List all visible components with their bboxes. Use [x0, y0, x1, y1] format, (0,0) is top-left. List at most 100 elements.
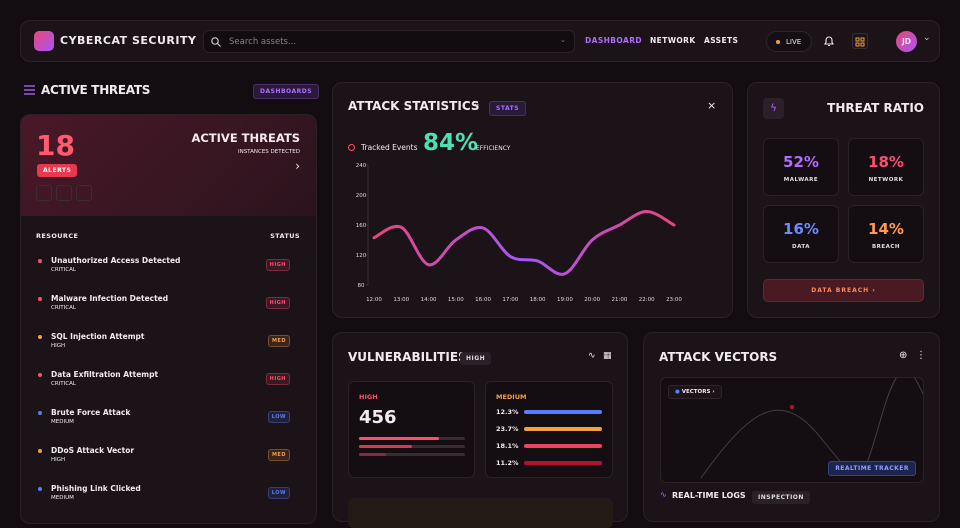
threat-severity: CRITICAL: [51, 381, 76, 387]
high-label: HIGH: [359, 393, 378, 401]
legend-label: VECTORS: [681, 389, 711, 395]
x-tick-label: 13:00: [393, 297, 409, 303]
threat-severity: CRITICAL: [51, 267, 76, 273]
ratio-tile: 14% BREACH: [848, 205, 924, 263]
threat-card-arrow[interactable]: ›: [295, 159, 300, 173]
panel-title: THREAT RATIO: [827, 101, 924, 115]
status-badge: HIGH: [265, 259, 290, 271]
nav-link[interactable]: NETWORK: [650, 36, 696, 45]
severity-dot: [38, 259, 42, 263]
threat-card-title: ACTIVE THREATS: [191, 131, 300, 145]
table-header: STATUS: [270, 232, 300, 240]
x-tick-label: 18:00: [530, 297, 546, 303]
menu-icon[interactable]: [24, 85, 35, 95]
vector-legend[interactable]: ● VECTORS ›: [668, 385, 722, 399]
nav-link[interactable]: DASHBOARD: [585, 36, 643, 45]
button-label: DATA BREACH: [811, 287, 870, 294]
bar-fill: [359, 453, 386, 456]
x-tick-label: 23:00: [666, 297, 682, 303]
ratio-value: 14%: [868, 220, 904, 238]
live-pill[interactable]: LIVE: [766, 31, 812, 52]
tracker-badge: REALTIME TRACKER: [828, 461, 916, 476]
severity-dot: [38, 411, 42, 415]
threat-name: Brute Force Attack: [51, 408, 131, 417]
y-tick-label: 160: [356, 223, 367, 229]
threat-name: Malware Infection Detected: [51, 294, 169, 303]
globe-icon[interactable]: ⊕: [899, 350, 908, 361]
y-tick-label: 120: [356, 253, 367, 259]
live-label: LIVE: [786, 38, 802, 46]
ratio-value: 16%: [783, 220, 819, 238]
panel-title: ATTACK VECTORS: [659, 350, 778, 364]
y-tick-label: 80: [358, 283, 365, 289]
apps-icon[interactable]: [852, 33, 868, 49]
x-tick-label: 22:00: [639, 297, 655, 303]
vulnerabilities-panel: VULNERABILITIES HIGH ∿ ▦ HIGH 456 MEDIUM…: [332, 332, 628, 528]
threat-name: Data Exfiltration Attempt: [51, 370, 159, 379]
grid-icon[interactable]: ▦: [603, 351, 612, 361]
nav-link[interactable]: ASSETS: [704, 36, 739, 45]
activity-icon[interactable]: ∿: [588, 351, 596, 361]
threat-severity: MEDIUM: [51, 495, 74, 501]
live-dot: [776, 40, 780, 44]
high-card: HIGH 456: [348, 381, 475, 478]
ratio-label: DATA: [792, 244, 810, 250]
search-chevron: ⌄: [560, 36, 566, 44]
icon-button[interactable]: [76, 185, 92, 201]
bar-fill: [359, 445, 412, 448]
ratio-value: 18%: [868, 153, 904, 171]
threat-severity: MEDIUM: [51, 419, 74, 425]
bar-fill: [359, 437, 439, 440]
x-tick-label: 15:00: [448, 297, 464, 303]
threat-severity: CRITICAL: [51, 305, 76, 311]
sidebar-badge[interactable]: DASHBOARDS: [253, 84, 320, 99]
attack-vectors-panel: ATTACK VECTORS ⊕ ⋮ ● VECTORS › REALTIME …: [643, 332, 940, 522]
status-badge: MED: [267, 335, 290, 347]
avatar[interactable]: JD: [896, 31, 917, 52]
bell-icon[interactable]: [823, 35, 835, 47]
medium-bar: [524, 410, 602, 414]
severity-badge: HIGH: [460, 352, 492, 365]
title-chevron[interactable]: ⌄: [473, 99, 481, 109]
icon-button[interactable]: [56, 185, 72, 201]
ratio-value: 52%: [783, 153, 819, 171]
vector-map: ● VECTORS › REALTIME TRACKER: [660, 377, 924, 483]
threat-severity: HIGH: [51, 343, 66, 349]
ratio-tile: 52% MALWARE: [763, 138, 839, 196]
efficiency-label: EFFICIENCY: [476, 145, 511, 152]
panel-title: VULNERABILITIES: [348, 350, 467, 364]
ratio-tile: 16% DATA: [763, 205, 839, 263]
data-breach-button[interactable]: DATA BREACH ›: [763, 279, 924, 302]
legend-dot: ●: [675, 389, 680, 395]
x-tick-label: 20:00: [584, 297, 600, 303]
avatar-chevron[interactable]: ⌄: [923, 33, 931, 43]
threat-ratio-panel: ϟ THREAT RATIO DATA BREACH › 52% MALWARE 1…: [747, 82, 940, 318]
stats-badge: STATS: [489, 101, 527, 116]
icon-button[interactable]: [36, 185, 52, 201]
more-icon[interactable]: ⋮: [916, 350, 926, 361]
search-box[interactable]: Search assets... ⌄: [203, 30, 575, 53]
x-tick-label: 17:00: [502, 297, 518, 303]
ratio-label: MALWARE: [783, 177, 819, 183]
ratio-label: BREACH: [871, 244, 901, 250]
bar-track: [359, 453, 465, 456]
ratio-label: NETWORK: [868, 177, 904, 183]
close-button[interactable]: ×: [707, 99, 717, 112]
event-line: [372, 209, 676, 276]
threat-name: Unauthorized Access Detected: [51, 256, 181, 265]
medium-bar: [524, 444, 602, 448]
line-chart: 80 120 160 200 240 12:00 13:00 14:00 15:00 16:00 1…: [356, 163, 683, 303]
severity-dot: [38, 373, 42, 377]
ratio-icon: ϟ: [763, 98, 784, 119]
logs-badge: INSPECTION: [752, 491, 810, 504]
alerts-badge: ALERTS: [37, 164, 78, 177]
threat-count: 18: [36, 129, 75, 162]
table-header: RESOURCE: [36, 232, 79, 240]
medium-percent: 12.3%: [496, 408, 519, 416]
brand-name: CYBERCAT SECURITY: [60, 34, 197, 47]
footer-card: [348, 498, 613, 528]
ratio-tile: 18% NETWORK: [848, 138, 924, 196]
sidebar-title: ACTIVE THREATS: [41, 83, 151, 97]
y-tick-label: 240: [356, 163, 367, 169]
y-tick-label: 200: [356, 193, 367, 199]
